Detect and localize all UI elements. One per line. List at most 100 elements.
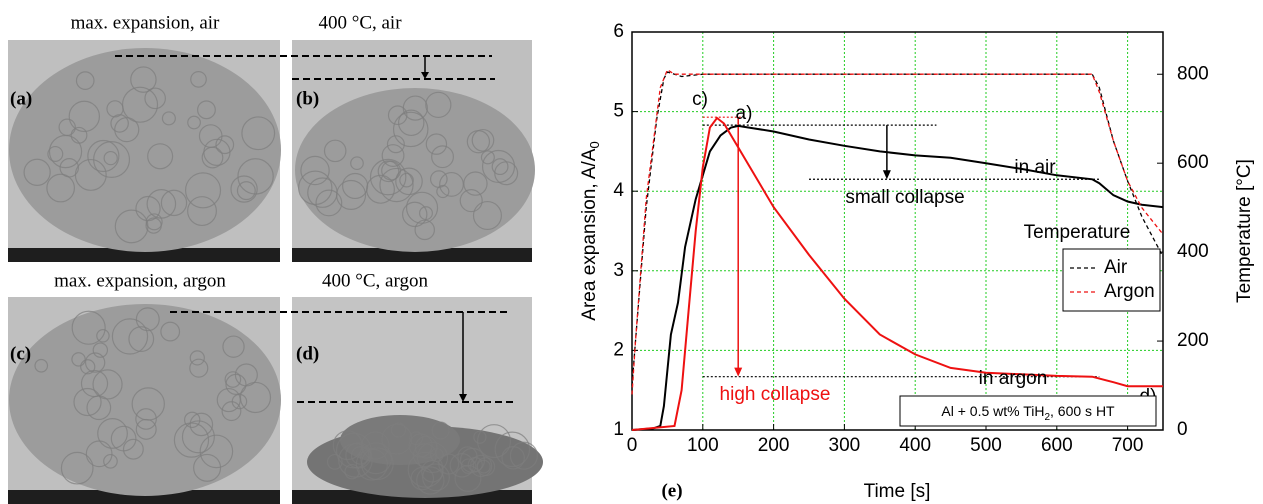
x-tick-label: 300 <box>829 435 861 456</box>
cell <box>237 158 274 195</box>
x-tick-label: 600 <box>1041 435 1073 456</box>
cell <box>230 175 258 203</box>
x-tick-label: 100 <box>687 435 719 456</box>
cell <box>222 335 245 358</box>
cell <box>397 109 425 137</box>
cell <box>60 451 94 485</box>
panel-caption: max. expansion, air <box>71 12 220 33</box>
cell <box>147 143 174 170</box>
cell <box>416 441 449 474</box>
cell <box>48 134 83 169</box>
cell <box>103 150 118 166</box>
cell <box>135 307 160 332</box>
y2-tick-label: 0 <box>1177 419 1188 440</box>
note-box <box>899 395 1157 427</box>
cell <box>381 423 413 455</box>
cell <box>481 149 516 184</box>
cell <box>193 453 222 482</box>
y2-tick-label: 600 <box>1177 152 1209 173</box>
cell <box>402 201 428 228</box>
cell <box>189 358 209 378</box>
arrow-head <box>459 394 467 402</box>
x-tick-label: 0 <box>627 435 638 456</box>
cell <box>369 158 407 196</box>
x-tick-label: 500 <box>970 435 1002 456</box>
y-axis-label: Area expansion, A/A0 <box>579 141 602 320</box>
cell <box>407 451 444 488</box>
cell <box>121 86 159 123</box>
cell <box>187 115 201 130</box>
cell <box>68 100 101 133</box>
cell <box>199 434 234 469</box>
cell <box>409 431 424 446</box>
cell <box>387 105 408 126</box>
cell <box>335 432 372 469</box>
cell <box>85 440 113 468</box>
series-line <box>631 68 1164 395</box>
cell <box>181 420 215 454</box>
legend-title: Temperature <box>1024 222 1131 243</box>
cell <box>416 466 445 495</box>
cell <box>414 435 438 459</box>
cell <box>315 189 343 217</box>
legend-label: Air <box>1104 257 1128 278</box>
plot-frame <box>631 31 1164 431</box>
cell <box>419 206 433 221</box>
annotation: a) <box>736 103 753 124</box>
cell <box>300 155 330 186</box>
cell <box>239 381 272 414</box>
panel-label: (b) <box>296 88 319 109</box>
cell <box>402 95 428 121</box>
chart: 0 100 200 300 400 500 600 700 1 2 3 4 5 6 0 200 400 600 80… <box>579 21 1255 502</box>
photo-base <box>8 490 280 504</box>
cell <box>405 191 439 224</box>
cell <box>110 114 129 133</box>
y2-tick-label: 400 <box>1177 241 1209 262</box>
cell <box>189 350 205 366</box>
cell <box>215 135 235 155</box>
annotation: in argon <box>979 368 1048 389</box>
cell <box>71 352 86 367</box>
cell <box>114 209 149 244</box>
cell <box>161 111 176 126</box>
cell <box>491 158 509 176</box>
cell <box>381 144 405 167</box>
cell <box>476 459 491 474</box>
cell <box>96 329 110 343</box>
cell <box>92 369 123 400</box>
cell <box>323 139 347 163</box>
cell <box>225 373 247 395</box>
photo-base <box>8 248 280 262</box>
cell <box>241 116 276 151</box>
cell <box>173 422 210 458</box>
series-line <box>631 124 1164 431</box>
annotation: c) <box>692 89 708 110</box>
cell <box>379 167 414 203</box>
cell <box>145 213 163 231</box>
cell <box>184 172 222 209</box>
cell <box>326 453 343 470</box>
cell <box>473 430 487 444</box>
cell <box>360 442 393 475</box>
panel-label: (d) <box>296 343 319 364</box>
note: Al + 0.5 wt% TiH2, 600 s HT <box>941 403 1115 423</box>
cell <box>399 172 414 188</box>
cell <box>203 138 231 166</box>
panel-label: (e) <box>661 480 682 501</box>
cell <box>457 446 478 467</box>
cell <box>92 342 109 358</box>
cell <box>477 424 512 459</box>
panel-caption: max. expansion, argon <box>54 270 226 291</box>
cell <box>135 418 157 440</box>
cell <box>135 408 157 430</box>
cell <box>221 401 242 422</box>
cell <box>231 393 248 410</box>
annotation: small collapse <box>845 187 964 208</box>
panel-caption: 400 °C, argon <box>322 270 428 291</box>
y-tick-label: 2 <box>613 339 624 360</box>
cell <box>160 189 188 217</box>
y-tick-label: 5 <box>613 101 624 122</box>
level-lines <box>115 55 517 403</box>
cell <box>431 145 454 169</box>
